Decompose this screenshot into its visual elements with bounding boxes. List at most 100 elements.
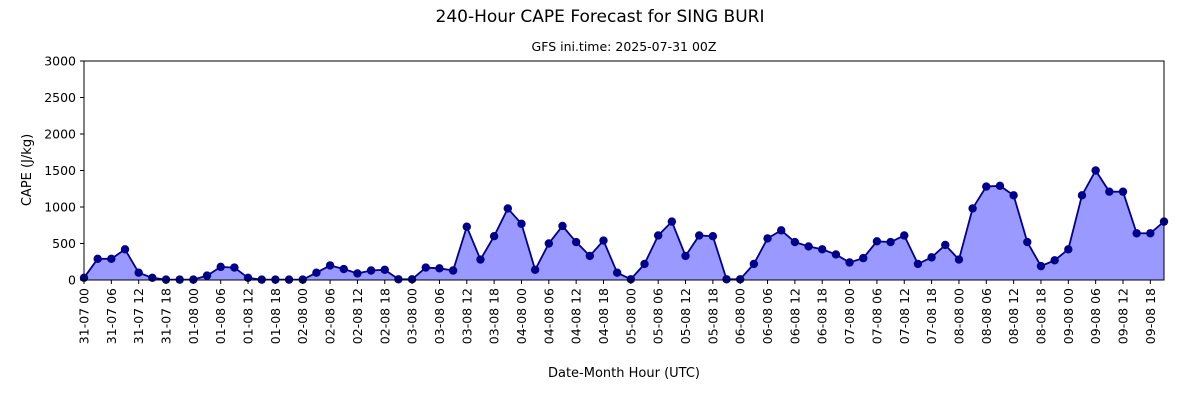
x-tick-label: 03-08 12 — [459, 288, 474, 344]
data-point-19 — [339, 264, 348, 274]
x-tick-label: 31-07 12 — [131, 288, 146, 344]
data-point-17 — [312, 268, 321, 277]
data-point-49 — [749, 259, 759, 269]
data-point-56 — [845, 258, 854, 267]
x-tick-label: 07-08 18 — [924, 288, 939, 344]
x-tick-label: 07-08 12 — [897, 288, 912, 344]
y-tick-label: 500 — [52, 236, 76, 251]
x-tick-label: 31-07 06 — [104, 288, 119, 344]
data-point-3 — [120, 245, 130, 254]
data-point-40 — [626, 275, 636, 284]
x-tick-label: 04-08 06 — [541, 288, 556, 344]
data-point-37 — [585, 251, 595, 261]
x-tick-label: 09-08 00 — [1061, 288, 1076, 344]
x-tick-label: 01-08 12 — [241, 288, 256, 344]
x-tick-label: 05-08 06 — [651, 288, 666, 344]
x-tick-label: 05-08 00 — [623, 288, 638, 344]
data-point-52 — [790, 237, 800, 247]
data-point-68 — [1009, 191, 1018, 200]
data-point-20 — [353, 269, 362, 278]
data-point-65 — [968, 204, 977, 213]
data-point-21 — [366, 266, 376, 275]
data-point-43 — [667, 217, 677, 226]
x-tick-label: 01-08 06 — [213, 288, 228, 344]
data-point-44 — [681, 251, 690, 261]
x-tick-label: 02-08 00 — [295, 288, 310, 344]
data-point-46 — [708, 232, 718, 241]
x-tick-label: 01-08 18 — [268, 288, 283, 344]
data-point-55 — [831, 250, 841, 259]
chart-subtitle: GFS ini.time: 2025-07-31 00Z — [532, 39, 717, 54]
data-point-64 — [954, 255, 964, 264]
x-tick-label: 06-08 12 — [787, 288, 802, 344]
data-point-60 — [900, 231, 909, 240]
x-tick-label: 03-08 18 — [487, 288, 502, 344]
x-tick-label: 08-08 18 — [1033, 288, 1048, 344]
cape-area-fill — [84, 170, 1164, 280]
data-point-31 — [503, 204, 512, 213]
data-point-25 — [421, 263, 430, 272]
data-point-45 — [694, 231, 704, 240]
data-point-63 — [941, 240, 950, 250]
x-tick-label: 09-08 18 — [1143, 288, 1158, 344]
data-point-76 — [1118, 187, 1128, 196]
x-tick-label: 06-08 06 — [760, 288, 775, 344]
data-point-27 — [448, 266, 458, 275]
data-point-26 — [435, 264, 444, 273]
plot-area: 0 500 1000 1500 2000 2500 3000 31-07 00 31-07 06… — [44, 54, 1169, 344]
data-point-62 — [927, 253, 936, 262]
data-point-70 — [1036, 261, 1046, 271]
y-tick-label: 3000 — [44, 54, 76, 69]
data-point-47 — [722, 275, 731, 284]
data-point-2 — [107, 254, 116, 264]
x-tick-label: 08-08 12 — [1006, 288, 1021, 344]
x-tick-label: 05-08 12 — [678, 288, 693, 344]
data-point-66 — [982, 182, 991, 191]
data-point-75 — [1105, 187, 1114, 196]
data-point-11 — [230, 263, 239, 272]
x-tick-label: 03-08 06 — [432, 288, 447, 344]
x-tick-label: 04-08 00 — [514, 288, 529, 344]
data-point-18 — [325, 261, 335, 270]
data-point-10 — [216, 262, 225, 272]
x-tick-label: 04-08 18 — [596, 288, 611, 344]
data-point-57 — [859, 253, 868, 263]
data-point-54 — [818, 245, 827, 254]
data-point-5 — [148, 273, 157, 283]
x-tick-label: 31-07 00 — [77, 288, 92, 344]
data-point-42 — [653, 231, 663, 240]
data-point-72 — [1064, 245, 1073, 254]
x-axis-label: Date-Month Hour (UTC) — [548, 366, 700, 381]
data-point-67 — [995, 181, 1005, 191]
data-point-41 — [640, 259, 649, 269]
x-tick-label: 07-08 00 — [842, 288, 857, 344]
data-point-33 — [530, 265, 540, 274]
data-point-50 — [763, 234, 772, 243]
data-point-48 — [736, 275, 745, 284]
data-point-61 — [913, 259, 923, 269]
data-point-74 — [1091, 166, 1100, 175]
data-point-39 — [612, 268, 622, 277]
x-tick-label: 08-08 00 — [951, 288, 966, 344]
y-tick-label: 2500 — [44, 90, 76, 105]
data-point-9 — [202, 271, 212, 280]
y-tick-label: 2000 — [44, 127, 76, 142]
data-point-22 — [380, 265, 389, 274]
x-tick-label: 06-08 18 — [815, 288, 830, 344]
data-point-36 — [571, 237, 581, 247]
data-point-77 — [1132, 229, 1141, 238]
data-point-38 — [599, 236, 608, 245]
data-point-59 — [886, 237, 895, 247]
data-point-34 — [544, 239, 554, 248]
data-point-69 — [1023, 237, 1032, 247]
y-axis-label: CAPE (J/kg) — [20, 134, 35, 206]
data-point-78 — [1146, 229, 1155, 238]
x-tick-label: 02-08 18 — [377, 288, 392, 344]
data-point-73 — [1077, 191, 1087, 200]
data-point-32 — [517, 219, 526, 228]
x-tick-label: 06-08 00 — [733, 288, 748, 344]
x-tick-label: 31-07 18 — [159, 288, 174, 344]
x-tick-label: 02-08 06 — [323, 288, 338, 344]
data-point-4 — [134, 268, 143, 277]
